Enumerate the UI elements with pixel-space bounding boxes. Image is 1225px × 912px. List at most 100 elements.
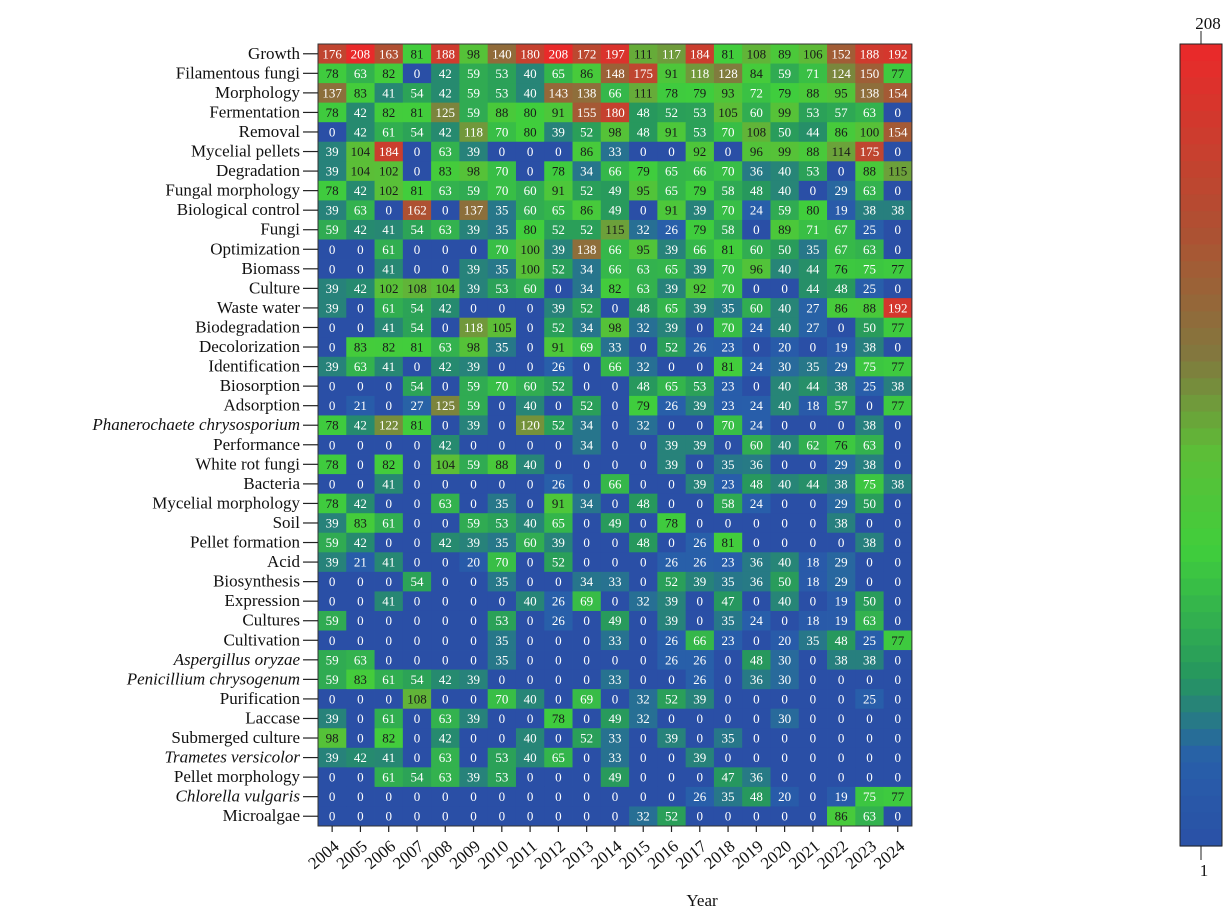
cell-value-label: 62 (806, 437, 819, 452)
cell-value-label: 38 (863, 340, 876, 355)
heatmap-cell (770, 44, 800, 64)
heatmap-cell (855, 200, 884, 221)
cell-value-label: 0 (866, 515, 873, 530)
heatmap-cell (629, 689, 658, 710)
cell-value-label: 65 (665, 261, 678, 276)
heatmap-cell (600, 141, 630, 162)
heatmap-cell (459, 122, 489, 143)
cell-value-label: 0 (470, 613, 477, 628)
cell-value-label: 77 (891, 398, 905, 413)
cell-value-label: 26 (693, 789, 707, 804)
cell-value-label: 0 (894, 809, 901, 824)
cell-value-label: 0 (385, 809, 392, 824)
heatmap-cell (798, 767, 828, 788)
cell-value-label: 0 (555, 281, 562, 296)
cell-value-label: 0 (357, 261, 364, 276)
heatmap-cell (459, 689, 489, 710)
heatmap-cell (544, 180, 573, 201)
cell-value-label: 63 (354, 66, 367, 81)
heatmap-cell (883, 337, 913, 358)
cell-value-label: 36 (750, 574, 764, 589)
heatmap-cell (685, 102, 715, 123)
cell-value-label: 0 (753, 379, 760, 394)
cell-value-label: 125 (436, 105, 456, 120)
cell-value-label: 0 (442, 261, 449, 276)
heatmap-cell (459, 532, 489, 553)
heatmap-cell (402, 63, 432, 84)
heatmap-cell (346, 317, 375, 338)
heatmap-cell (431, 532, 460, 553)
cell-value-label: 0 (385, 691, 392, 706)
heatmap-cell (685, 161, 715, 182)
cell-value-label: 96 (750, 261, 764, 276)
cell-value-label: 192 (888, 300, 908, 315)
heatmap-cell (487, 532, 517, 553)
cell-value-label: 0 (470, 496, 477, 511)
heatmap-cell (487, 630, 517, 651)
heatmap-cell (770, 493, 800, 514)
heatmap-cell (827, 806, 856, 827)
cell-value-label: 106 (803, 46, 823, 61)
heatmap-cell (318, 395, 347, 416)
row-label: White rot fungi (195, 454, 300, 473)
cell-value-label: 0 (612, 398, 619, 413)
cell-value-label: 86 (580, 203, 594, 218)
cell-value-label: 70 (495, 379, 508, 394)
heatmap-cell (713, 767, 743, 788)
cell-value-label: 0 (668, 359, 675, 374)
cell-value-label: 21 (354, 398, 367, 413)
row-label: Mycelial morphology (152, 493, 300, 512)
cell-value-label: 78 (326, 183, 339, 198)
cell-value-label: 40 (778, 476, 791, 491)
cell-value-label: 63 (439, 496, 452, 511)
heatmap-cell (855, 532, 884, 553)
heatmap-cell (657, 259, 687, 279)
heatmap-cell (713, 63, 743, 84)
cell-value-label: 35 (495, 340, 508, 355)
cell-value-label: 53 (806, 105, 819, 120)
heatmap-cell (346, 532, 375, 553)
cell-value-label: 70 (495, 164, 508, 179)
cell-value-label: 88 (863, 164, 876, 179)
heatmap-cell (657, 571, 687, 592)
cell-value-label: 52 (580, 398, 593, 413)
row-label: Biosynthesis (213, 572, 300, 591)
cell-value-label: 40 (778, 183, 791, 198)
heatmap-cell (318, 219, 347, 240)
cell-value-label: 26 (693, 535, 707, 550)
heatmap-cell (374, 239, 404, 260)
cell-value-label: 42 (354, 750, 367, 765)
cell-value-label: 0 (810, 594, 817, 609)
cell-value-label: 70 (495, 183, 508, 198)
heatmap-cell (346, 786, 375, 807)
heatmap-cell (572, 591, 602, 612)
cell-value-label: 0 (697, 457, 704, 472)
cell-value-label: 58 (722, 183, 735, 198)
cell-value-label: 40 (778, 555, 791, 570)
heatmap-cell (402, 493, 432, 514)
cell-value-label: 76 (835, 437, 849, 452)
heatmap-cell (374, 806, 404, 827)
colorbar-segment (1180, 461, 1222, 480)
cell-value-label: 93 (722, 85, 735, 100)
cell-value-label: 59 (326, 672, 339, 687)
heatmap-cell (402, 708, 432, 729)
cell-value-label: 0 (527, 770, 534, 785)
cell-value-label: 39 (665, 242, 678, 257)
cell-value-label: 86 (835, 809, 849, 824)
cell-value-label: 0 (894, 281, 901, 296)
row-label: Cultures (242, 611, 300, 630)
heatmap-cell (402, 415, 432, 436)
heatmap-cell (629, 356, 658, 377)
cell-value-label: 0 (583, 789, 590, 804)
cell-value-label: 154 (888, 85, 908, 100)
cell-value-label: 0 (329, 594, 336, 609)
colorbar-segment (1180, 829, 1222, 847)
cell-value-label: 0 (499, 437, 506, 452)
heatmap-cell (657, 122, 687, 143)
cell-value-label: 39 (467, 144, 480, 159)
heatmap-cell (515, 200, 545, 221)
heatmap-cell (855, 102, 884, 123)
cell-value-label: 26 (552, 476, 566, 491)
